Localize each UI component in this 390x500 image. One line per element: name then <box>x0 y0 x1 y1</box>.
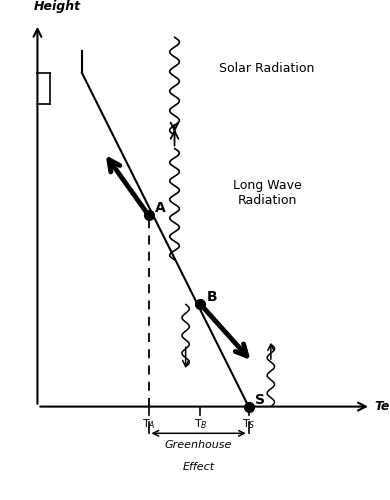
Text: Temperature: Temperature <box>375 400 390 413</box>
Text: B: B <box>207 290 218 304</box>
Text: T$_B$: T$_B$ <box>193 417 207 430</box>
Text: Greenhouse: Greenhouse <box>165 440 232 450</box>
Text: Solar Radiation: Solar Radiation <box>220 62 315 75</box>
Text: S: S <box>255 394 265 407</box>
Text: A: A <box>155 200 166 214</box>
Text: Effect: Effect <box>183 462 215 472</box>
Text: T$_A$: T$_A$ <box>142 417 156 430</box>
Text: Height: Height <box>34 0 81 13</box>
Text: Long Wave
Radiation: Long Wave Radiation <box>233 179 301 207</box>
Text: T$_S$: T$_S$ <box>242 417 255 430</box>
